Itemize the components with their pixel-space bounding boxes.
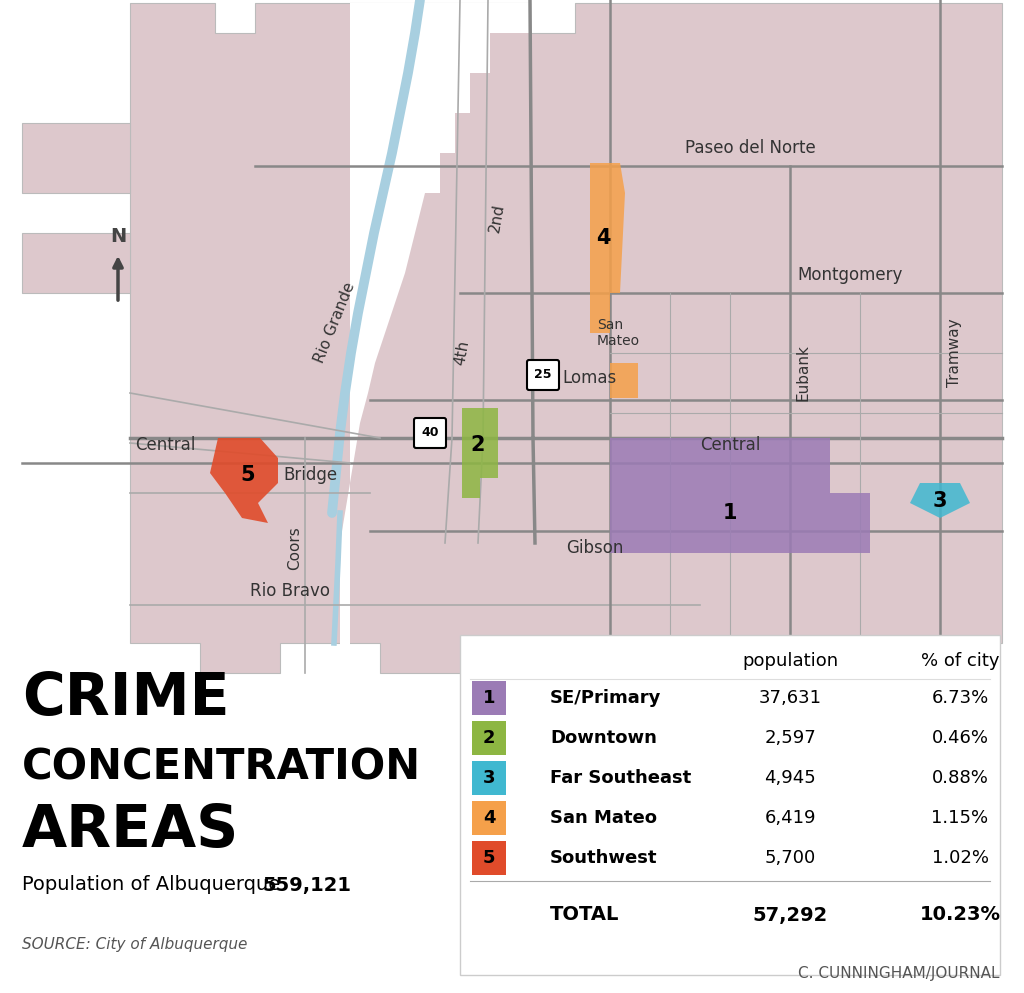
Text: Gibson: Gibson (566, 539, 624, 557)
Polygon shape (610, 438, 870, 553)
Text: Rio Bravo: Rio Bravo (250, 582, 330, 600)
Text: population: population (742, 652, 838, 670)
Polygon shape (340, 3, 530, 673)
Polygon shape (610, 363, 638, 398)
Text: 6.73%: 6.73% (932, 689, 988, 707)
Text: 1: 1 (723, 503, 737, 523)
Polygon shape (462, 478, 480, 498)
Text: 3: 3 (482, 769, 496, 787)
Text: Rio Grande: Rio Grande (312, 280, 358, 365)
Text: 6,419: 6,419 (764, 809, 816, 827)
Text: Tramway: Tramway (946, 319, 962, 387)
Polygon shape (130, 3, 1002, 673)
Text: Southwest: Southwest (550, 849, 657, 867)
Text: SE/Primary: SE/Primary (550, 689, 662, 707)
Text: 2: 2 (471, 435, 485, 455)
FancyBboxPatch shape (472, 801, 506, 835)
Text: SOURCE: City of Albuquerque: SOURCE: City of Albuquerque (22, 937, 248, 952)
FancyBboxPatch shape (472, 841, 506, 875)
Text: Montgomery: Montgomery (798, 266, 903, 284)
Text: 2: 2 (482, 729, 496, 747)
Text: AREAS: AREAS (22, 802, 240, 860)
FancyBboxPatch shape (472, 721, 506, 755)
Text: 1.02%: 1.02% (932, 849, 988, 867)
Text: 2,597: 2,597 (764, 729, 816, 747)
Text: Central: Central (699, 436, 760, 454)
Text: 0.46%: 0.46% (932, 729, 988, 747)
Text: Bridge: Bridge (283, 466, 337, 484)
FancyBboxPatch shape (460, 635, 1000, 975)
Polygon shape (462, 408, 498, 478)
Polygon shape (210, 438, 278, 523)
Text: % of city: % of city (921, 652, 999, 670)
Polygon shape (22, 233, 130, 293)
Text: 5: 5 (482, 849, 496, 867)
Text: 4: 4 (596, 228, 610, 248)
Polygon shape (390, 3, 440, 53)
Text: Downtown: Downtown (550, 729, 656, 747)
Text: Eubank: Eubank (796, 345, 811, 401)
Text: 1.15%: 1.15% (932, 809, 988, 827)
Text: CONCENTRATION: CONCENTRATION (22, 747, 421, 789)
Text: 4th: 4th (453, 340, 472, 366)
Text: Far Southeast: Far Southeast (550, 769, 691, 787)
Text: 4: 4 (482, 809, 496, 827)
Polygon shape (910, 483, 970, 518)
Text: 57,292: 57,292 (753, 906, 827, 924)
Text: CRIME: CRIME (22, 669, 229, 727)
Text: San Mateo: San Mateo (550, 809, 657, 827)
Text: Coors: Coors (288, 526, 302, 570)
Text: Paseo del Norte: Paseo del Norte (685, 139, 815, 157)
Polygon shape (22, 123, 130, 193)
FancyBboxPatch shape (414, 418, 446, 448)
Text: 5: 5 (241, 465, 255, 485)
Text: San
Mateo: San Mateo (597, 318, 640, 349)
Text: 1: 1 (482, 689, 496, 707)
Text: C. CUNNINGHAM/JOURNAL: C. CUNNINGHAM/JOURNAL (799, 966, 1000, 981)
Text: 37,631: 37,631 (759, 689, 821, 707)
FancyBboxPatch shape (472, 681, 506, 715)
Text: 5,700: 5,700 (764, 849, 816, 867)
Text: Population of Albuquerque: Population of Albuquerque (22, 876, 287, 895)
Text: 25: 25 (535, 368, 552, 381)
FancyBboxPatch shape (472, 761, 506, 795)
Text: 4,945: 4,945 (764, 769, 816, 787)
Text: TOTAL: TOTAL (550, 906, 620, 924)
Text: 0.88%: 0.88% (932, 769, 988, 787)
Text: 10.23%: 10.23% (920, 906, 1000, 924)
FancyBboxPatch shape (527, 360, 559, 390)
Text: 2nd: 2nd (487, 203, 507, 233)
Text: N: N (110, 227, 126, 246)
Polygon shape (590, 163, 625, 333)
Text: Central: Central (135, 436, 196, 454)
Text: Lomas: Lomas (563, 369, 617, 387)
Text: 40: 40 (421, 427, 438, 440)
Text: 559,121: 559,121 (262, 876, 351, 895)
Text: 3: 3 (933, 491, 947, 511)
